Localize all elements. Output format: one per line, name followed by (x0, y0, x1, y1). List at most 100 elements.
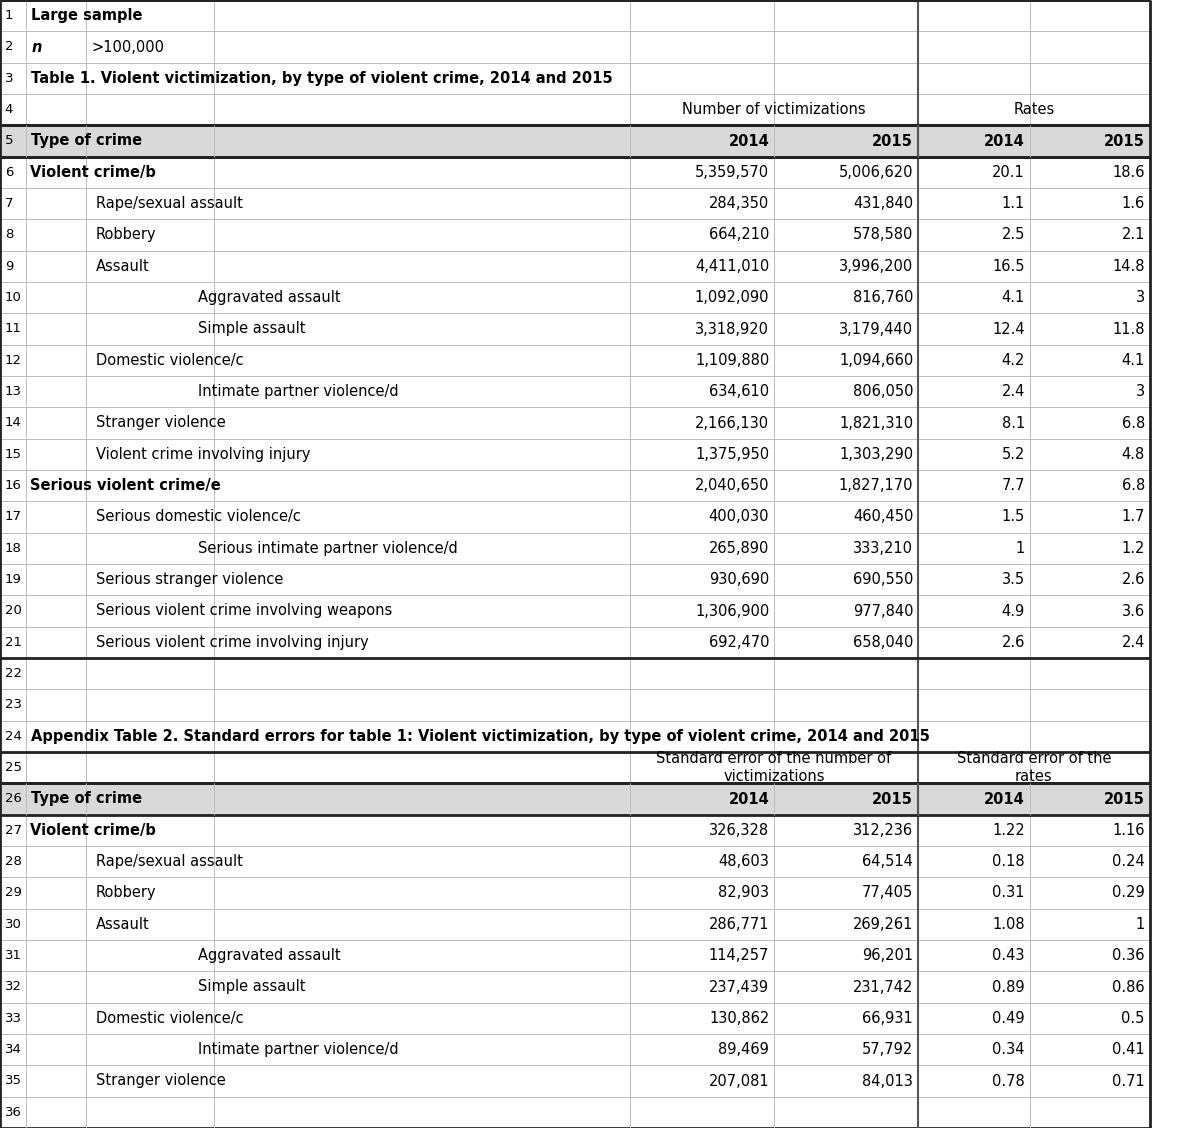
Text: 6.8: 6.8 (1122, 415, 1145, 431)
Text: 2015: 2015 (872, 133, 913, 149)
Text: 1,303,290: 1,303,290 (839, 447, 913, 461)
Text: 0.89: 0.89 (992, 979, 1025, 995)
Text: 431,840: 431,840 (853, 196, 913, 211)
Text: 130,862: 130,862 (709, 1011, 769, 1025)
Text: 77,405: 77,405 (862, 885, 913, 900)
Text: 2014: 2014 (728, 792, 769, 807)
Text: 284,350: 284,350 (709, 196, 769, 211)
Text: Serious intimate partner violence/d: Serious intimate partner violence/d (198, 540, 457, 556)
Text: 0.18: 0.18 (992, 854, 1025, 870)
Text: Assault: Assault (96, 258, 150, 274)
Text: 114,257: 114,257 (709, 949, 769, 963)
Text: 2.5: 2.5 (1002, 228, 1025, 243)
Text: 5: 5 (5, 134, 13, 148)
Text: 4,411,010: 4,411,010 (695, 258, 769, 274)
Text: 0.29: 0.29 (1112, 885, 1145, 900)
Text: Simple assault: Simple assault (198, 321, 306, 336)
Text: Standard error of the number of
victimizations: Standard error of the number of victimiz… (656, 751, 892, 784)
Text: 36: 36 (5, 1105, 22, 1119)
Text: 977,840: 977,840 (853, 603, 913, 618)
Text: 0.24: 0.24 (1112, 854, 1145, 870)
Text: 24: 24 (5, 730, 22, 743)
Text: Domestic violence/c: Domestic violence/c (96, 1011, 244, 1025)
Text: 2015: 2015 (1104, 792, 1145, 807)
Text: 1,094,660: 1,094,660 (839, 353, 913, 368)
Text: 269,261: 269,261 (853, 917, 913, 932)
Text: 3,318,920: 3,318,920 (695, 321, 769, 336)
Text: 312,236: 312,236 (853, 822, 913, 838)
Text: 28: 28 (5, 855, 22, 869)
Text: n: n (31, 39, 42, 54)
Text: Serious domestic violence/c: Serious domestic violence/c (96, 510, 301, 525)
Text: 25: 25 (5, 761, 22, 774)
Text: 27: 27 (5, 823, 22, 837)
Bar (0, 783, 1150, 814)
Text: Intimate partner violence/d: Intimate partner violence/d (198, 1042, 398, 1057)
Text: 1,109,880: 1,109,880 (695, 353, 769, 368)
Text: 0.78: 0.78 (992, 1074, 1025, 1089)
Text: 2.6: 2.6 (1122, 572, 1145, 588)
Text: Type of crime: Type of crime (31, 133, 143, 149)
Text: Rape/sexual assault: Rape/sexual assault (96, 854, 242, 870)
Text: 2.6: 2.6 (1002, 635, 1025, 650)
Text: 5,006,620: 5,006,620 (839, 165, 913, 179)
Text: Aggravated assault: Aggravated assault (198, 290, 341, 306)
Text: Number of victimizations: Number of victimizations (682, 103, 866, 117)
Text: 1.22: 1.22 (992, 822, 1025, 838)
Text: 3,179,440: 3,179,440 (839, 321, 913, 336)
Text: 17: 17 (5, 511, 22, 523)
Text: Robbery: Robbery (96, 885, 157, 900)
Text: 16: 16 (5, 479, 22, 492)
Text: 32: 32 (5, 980, 22, 994)
Text: 3.6: 3.6 (1122, 603, 1145, 618)
Text: 64,514: 64,514 (863, 854, 913, 870)
Text: 1.5: 1.5 (1002, 510, 1025, 525)
Text: 2014: 2014 (984, 792, 1025, 807)
Text: 2015: 2015 (1104, 133, 1145, 149)
Text: 658,040: 658,040 (853, 635, 913, 650)
Text: 2015: 2015 (872, 792, 913, 807)
Text: 1,821,310: 1,821,310 (839, 415, 913, 431)
Text: 3,996,200: 3,996,200 (839, 258, 913, 274)
Text: 664,210: 664,210 (709, 228, 769, 243)
Text: Large sample: Large sample (31, 8, 143, 24)
Text: Stranger violence: Stranger violence (96, 1074, 226, 1089)
Text: 5.2: 5.2 (1002, 447, 1025, 461)
Text: 14: 14 (5, 416, 22, 430)
Text: 12: 12 (5, 354, 22, 367)
Text: 2.4: 2.4 (1122, 635, 1145, 650)
Text: 1,092,090: 1,092,090 (695, 290, 769, 306)
Text: 26: 26 (5, 793, 22, 805)
Text: 1: 1 (1135, 917, 1145, 932)
Text: 16.5: 16.5 (992, 258, 1025, 274)
Text: 1.2: 1.2 (1122, 540, 1145, 556)
Text: 7.7: 7.7 (1001, 478, 1025, 493)
Text: Domestic violence/c: Domestic violence/c (96, 353, 244, 368)
Text: 286,771: 286,771 (709, 917, 769, 932)
Text: 0.43: 0.43 (992, 949, 1025, 963)
Text: 18: 18 (5, 541, 22, 555)
Text: Violent crime/b: Violent crime/b (30, 822, 156, 838)
Text: 1.08: 1.08 (992, 917, 1025, 932)
Text: 0.36: 0.36 (1112, 949, 1145, 963)
Text: 8: 8 (5, 229, 13, 241)
Text: 930,690: 930,690 (709, 572, 769, 588)
Text: 84,013: 84,013 (863, 1074, 913, 1089)
Text: 31: 31 (5, 949, 22, 962)
Text: 1,827,170: 1,827,170 (839, 478, 913, 493)
Text: 4.1: 4.1 (1122, 353, 1145, 368)
Text: 96,201: 96,201 (862, 949, 913, 963)
Text: 11: 11 (5, 323, 22, 335)
Text: 11.8: 11.8 (1112, 321, 1145, 336)
Text: 10: 10 (5, 291, 22, 305)
Text: 4.9: 4.9 (1002, 603, 1025, 618)
Text: Serious violent crime involving weapons: Serious violent crime involving weapons (96, 603, 392, 618)
Text: 19: 19 (5, 573, 22, 587)
Text: 806,050: 806,050 (853, 385, 913, 399)
Text: 816,760: 816,760 (853, 290, 913, 306)
Text: 0.34: 0.34 (992, 1042, 1025, 1057)
Text: 21: 21 (5, 636, 22, 649)
Text: Robbery: Robbery (96, 228, 157, 243)
Text: 692,470: 692,470 (709, 635, 769, 650)
Text: 18.6: 18.6 (1112, 165, 1145, 179)
